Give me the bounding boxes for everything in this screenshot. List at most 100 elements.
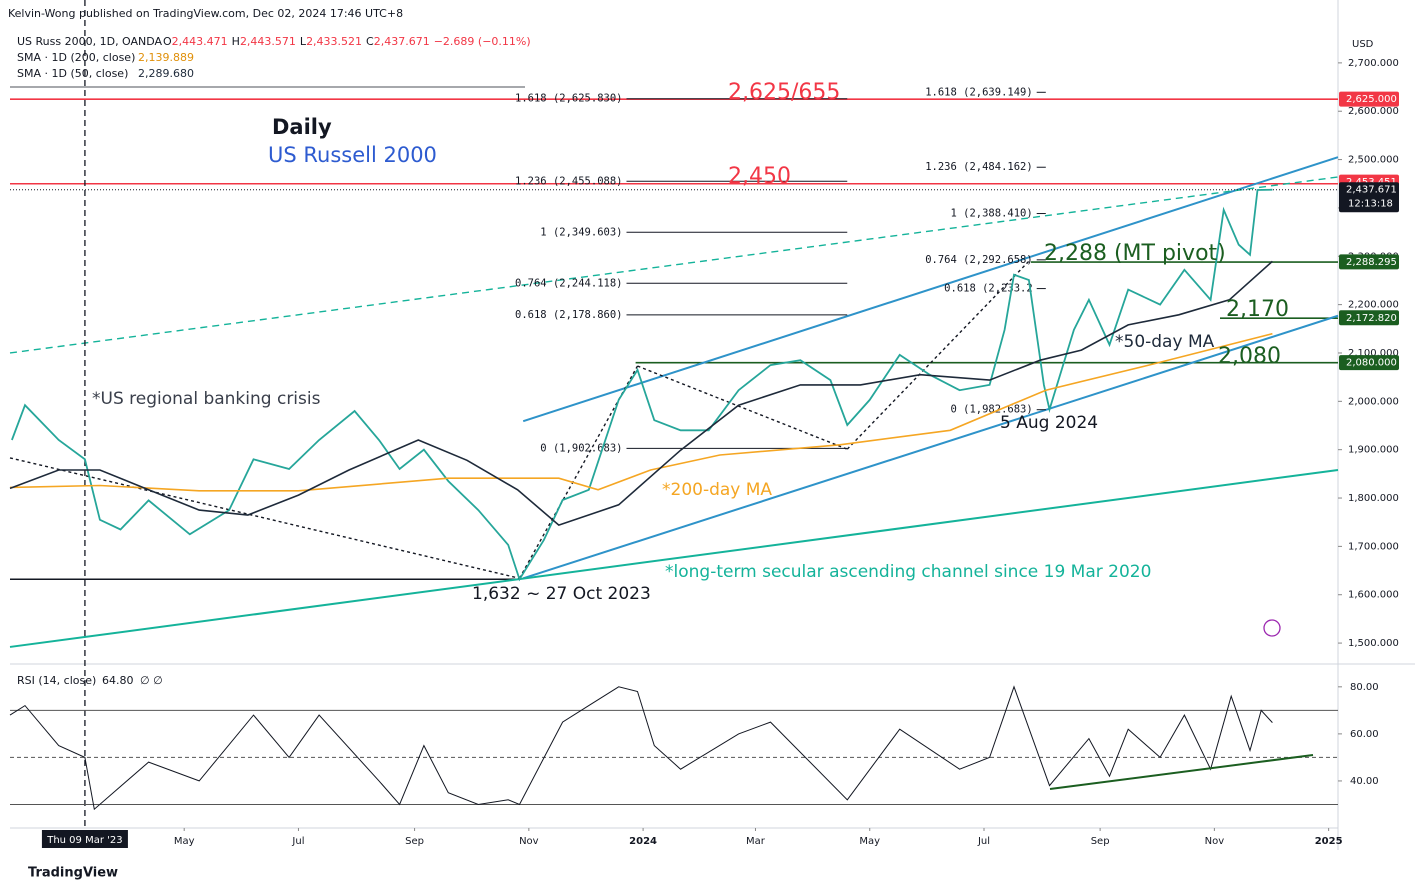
price-badge-label: 2,625.000 [1346, 94, 1397, 105]
ohlc: O2,443.471 H2,443.571 L2,433.521 C2,437.671… [163, 35, 531, 48]
ohlc-item: H [232, 35, 240, 48]
price-badge [1339, 91, 1399, 107]
x-tick-label: Jul [291, 836, 304, 847]
legend-value: 2,139.889 [138, 51, 194, 64]
trend-line [846, 260, 1030, 450]
ohlc-item: L [300, 35, 307, 48]
price-badge-label: 2,437.671 [1346, 185, 1397, 196]
y-tick-label: 1,700.000 [1348, 541, 1399, 552]
fib-label: 0 (1,982.683) [951, 404, 1033, 416]
author: Kelvin-Wong published on TradingView.com… [8, 7, 403, 20]
fib-label: 1.236 (2,455.088) [515, 175, 622, 187]
x-tick-label: 2025 [1315, 836, 1343, 847]
crosshair-label: Thu 09 Mar '23 [46, 835, 122, 846]
rsi-last: 64.80 [102, 674, 134, 687]
series-line [9, 260, 1273, 527]
fib-label: 0.618 (2,233.2 [944, 283, 1033, 295]
annotation: 2,170 [1226, 297, 1289, 322]
fib-label: 1.618 (2,639.149) [925, 86, 1032, 98]
fib-label: 0.764 (2,244.118) [515, 277, 622, 289]
x-tick-label: 2024 [629, 836, 657, 847]
y-tick-label: 1,500.000 [1348, 638, 1399, 649]
rsi-tick-label: 60.00 [1350, 729, 1379, 740]
fib-label: 0 (1,902.683) [540, 442, 622, 454]
y-tick-label: 2,700.000 [1348, 58, 1399, 69]
legend-value: 2,289.680 [138, 67, 194, 80]
annotation: *US regional banking crisis [92, 389, 321, 409]
y-tick-label: 2,100.000 [1348, 348, 1399, 359]
y-tick-label: 1,600.000 [1348, 590, 1399, 601]
trend-line [522, 156, 1339, 423]
symbol: US Russ 2000, 1D, OANDA [17, 35, 163, 48]
fib-label: 1 (2,388.410) [951, 208, 1033, 220]
y-tick-label: 2,200.000 [1348, 300, 1399, 311]
price-badge [1339, 254, 1399, 270]
fib-label: 1.618 (2,625.830) [515, 93, 622, 105]
currency: USD [1352, 39, 1374, 50]
trend-line [637, 365, 848, 450]
y-tick-label: 1,900.000 [1348, 445, 1399, 456]
price-badge-time: 12:13:18 [1348, 199, 1393, 210]
rsi-tick-label: 40.00 [1350, 776, 1379, 787]
x-tick-label: Mar [746, 836, 766, 847]
series-line [11, 188, 1273, 582]
annotation: 2,625/655 [728, 80, 840, 105]
annotation: 5 Aug 2024 [1000, 413, 1098, 433]
ohlc-item: C [366, 35, 374, 48]
fib-label: 1 (2,349.603) [540, 226, 622, 238]
x-tick-label: Nov [519, 836, 539, 847]
price-badge-label: 2,172.820 [1346, 313, 1397, 324]
price-badge-label: 2,080.000 [1346, 358, 1397, 369]
series-line [9, 332, 1273, 492]
price-badge [1339, 182, 1399, 213]
x-tick-label: Sep [405, 836, 424, 847]
annotation: *50-day MA [1115, 332, 1215, 352]
ohlc-item: O [163, 35, 172, 48]
legend-name: SMA · 1D (50, close) [17, 67, 128, 80]
x-tick-label: Sep [1091, 836, 1110, 847]
annotation: 2,450 [728, 164, 791, 189]
alert-icon[interactable] [1263, 619, 1281, 637]
ohlc-item: −2.689 (−0.11%) [434, 35, 531, 48]
legend-name: SMA · 1D (200, close) [17, 51, 135, 64]
y-tick-label: 1,800.000 [1348, 493, 1399, 504]
trend-line [9, 468, 1339, 648]
logo: TradingView [28, 866, 118, 881]
annotation: 2,288 (MT pivot) [1044, 241, 1226, 266]
title: Daily [272, 115, 332, 139]
ohlc-item: 2,433.521 [306, 35, 362, 48]
ohlc-item: 2,443.571 [240, 35, 296, 48]
trend-line [522, 314, 1339, 580]
rsi-trend [1049, 754, 1314, 790]
rsi-line [9, 685, 1273, 811]
x-tick-label: May [174, 836, 195, 847]
rsi-tick-label: 80.00 [1350, 682, 1379, 693]
x-tick-label: May [859, 836, 880, 847]
annotation: *200-day MA [662, 480, 772, 500]
subtitle: US Russell 2000 [268, 143, 437, 167]
trend-line [518, 365, 639, 579]
y-tick-label: 2,600.000 [1348, 106, 1399, 117]
price-badge-label: 2,288.295 [1346, 257, 1397, 268]
price-badge [1339, 310, 1399, 326]
annotation: *long-term secular ascending channel sin… [665, 562, 1151, 582]
rsi-name: RSI (14, close) [17, 674, 96, 687]
annotation: 1,632 ~ 27 Oct 2023 [472, 584, 651, 604]
ohlc-item: 2,437.671 [374, 35, 430, 48]
crosshair-badge [41, 830, 128, 848]
rsi-extra: ∅ ∅ [140, 674, 163, 687]
y-tick-label: 2,500.000 [1348, 155, 1399, 166]
x-tick-label: Jul [977, 836, 990, 847]
y-tick-label: 2,000.000 [1348, 396, 1399, 407]
price-badge [1339, 355, 1399, 371]
fib-label: 0.618 (2,178.860) [515, 309, 622, 321]
fib-label: 0.764 (2,292.658) [925, 254, 1032, 266]
trend-line [9, 176, 1339, 354]
layers: 2,700.0002,600.0002,500.0002,400.0002,30… [9, 0, 1415, 850]
fib-label: 1.236 (2,484.162) [925, 161, 1032, 173]
annotation: 2,080 [1218, 344, 1281, 369]
ohlc-item: 2,443.471 [172, 35, 228, 48]
x-tick-label: Nov [1205, 836, 1225, 847]
